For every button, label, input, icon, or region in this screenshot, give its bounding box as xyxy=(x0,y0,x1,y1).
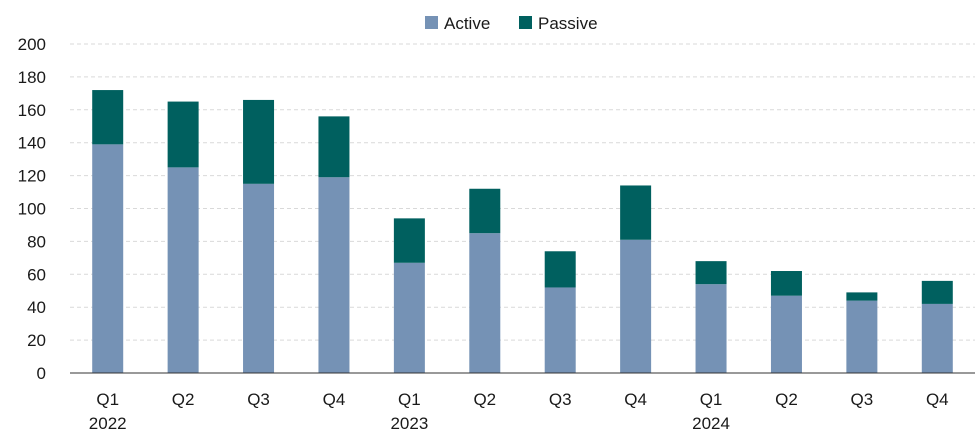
legend-swatch-passive xyxy=(519,16,532,29)
bar-passive-6 xyxy=(544,251,576,288)
y-tick-label: 60 xyxy=(27,265,46,284)
bar-active-7 xyxy=(620,239,652,373)
x-tick-label: Q3 xyxy=(247,390,270,409)
bar-passive-5 xyxy=(469,188,501,234)
y-tick-label: 180 xyxy=(18,68,46,87)
legend: Active Passive xyxy=(425,14,598,33)
x-tick-label: Q3 xyxy=(549,390,572,409)
bar-active-4 xyxy=(393,262,425,373)
y-tick-label: 200 xyxy=(18,35,46,54)
gridlines xyxy=(70,43,975,341)
y-tick-label: 140 xyxy=(18,134,46,153)
y-tick-label: 20 xyxy=(27,331,46,350)
bar-active-6 xyxy=(544,287,576,373)
y-tick-label: 0 xyxy=(37,364,46,383)
bar-active-0 xyxy=(92,144,124,373)
year-label: 2023 xyxy=(390,414,428,430)
bar-active-11 xyxy=(921,303,953,373)
x-tick-label: Q1 xyxy=(398,390,421,409)
year-label: 2024 xyxy=(692,414,730,430)
axes: 0 20 40 60 80 100 120 140 160 180 200 Q1 Q2 Q3 Q4 Q1 Q2 Q… xyxy=(18,35,975,433)
x-tick-label: Q4 xyxy=(624,390,647,409)
y-tick-label: 160 xyxy=(18,101,46,120)
legend-label-active: Active xyxy=(444,14,490,33)
bar-passive-7 xyxy=(620,185,652,240)
bar-active-3 xyxy=(318,177,350,373)
legend-label-passive: Passive xyxy=(538,14,598,33)
y-tick-label: 40 xyxy=(27,298,46,317)
y-tick-label: 80 xyxy=(27,232,46,251)
x-tick-label: Q4 xyxy=(323,390,346,409)
x-tick-label: Q4 xyxy=(926,390,949,409)
bar-passive-3 xyxy=(318,116,350,178)
x-tick-label: Q3 xyxy=(851,390,874,409)
bar-passive-0 xyxy=(92,90,124,145)
x-tick-label: Q1 xyxy=(700,390,723,409)
y-tick-label: 120 xyxy=(18,167,46,186)
bar-passive-8 xyxy=(695,261,727,285)
x-tick-label: Q2 xyxy=(473,390,496,409)
bar-active-2 xyxy=(243,183,275,373)
x-tick-label: Q2 xyxy=(172,390,195,409)
bar-passive-9 xyxy=(770,271,802,296)
x-tick-label: Q1 xyxy=(96,390,119,409)
bar-active-10 xyxy=(846,300,878,373)
bar-passive-2 xyxy=(243,99,275,184)
bar-active-5 xyxy=(469,233,501,373)
x-tick-label: Q2 xyxy=(775,390,798,409)
bar-active-8 xyxy=(695,284,727,373)
bar-passive-1 xyxy=(167,101,199,168)
bars xyxy=(92,90,953,373)
bar-passive-11 xyxy=(921,280,953,304)
legend-swatch-active xyxy=(425,16,438,29)
bar-active-9 xyxy=(770,295,802,373)
year-label: 2022 xyxy=(89,414,127,430)
bar-passive-10 xyxy=(846,292,878,301)
y-tick-label: 100 xyxy=(18,200,46,219)
bar-active-1 xyxy=(167,167,199,373)
bar-passive-4 xyxy=(393,218,425,263)
